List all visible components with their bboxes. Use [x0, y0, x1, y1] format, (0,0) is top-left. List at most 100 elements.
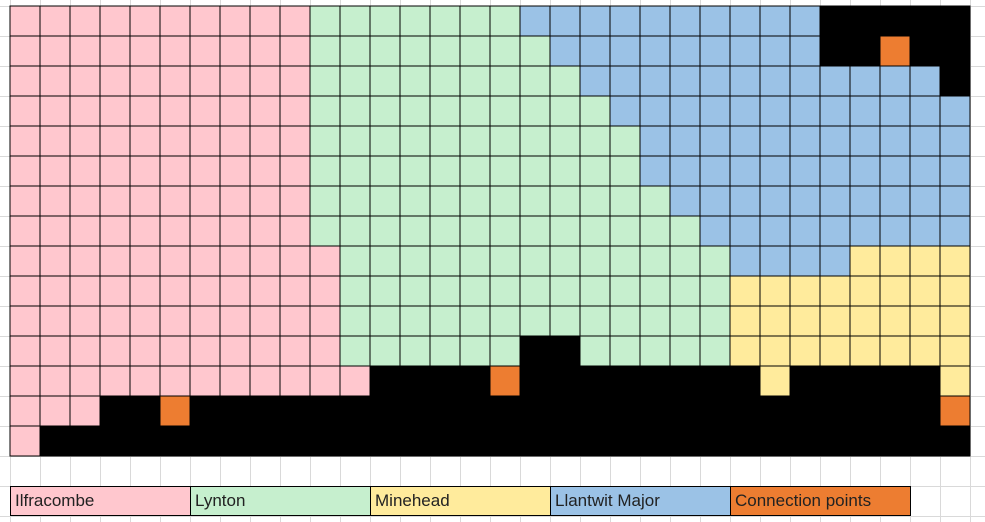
cell [489, 155, 521, 187]
cell [399, 185, 431, 217]
cell [129, 395, 161, 427]
cell [669, 305, 701, 337]
cell [819, 275, 851, 307]
cell [759, 95, 791, 127]
cell [429, 95, 461, 127]
cell [819, 335, 851, 367]
cell [249, 395, 281, 427]
cell [669, 125, 701, 157]
cell [639, 425, 671, 457]
cell [189, 95, 221, 127]
cell [99, 35, 131, 67]
cell [639, 395, 671, 427]
cell [9, 185, 41, 217]
cell [459, 245, 491, 277]
cell [189, 335, 221, 367]
cell [159, 215, 191, 247]
cell [369, 95, 401, 127]
cell [369, 155, 401, 187]
cell [639, 95, 671, 127]
cell [939, 215, 971, 247]
cell [729, 155, 761, 187]
cell [249, 275, 281, 307]
cell [909, 305, 941, 337]
cell [219, 215, 251, 247]
cell [279, 125, 311, 157]
cell [879, 305, 911, 337]
cell [879, 215, 911, 247]
cell [699, 425, 731, 457]
cell [939, 335, 971, 367]
cell [99, 65, 131, 97]
cell [729, 95, 761, 127]
cell [39, 35, 71, 67]
cell [129, 65, 161, 97]
cell [39, 245, 71, 277]
cell [849, 305, 881, 337]
cell [609, 245, 641, 277]
cell [489, 185, 521, 217]
cell [339, 35, 371, 67]
cell [579, 245, 611, 277]
cell [489, 125, 521, 157]
cell [369, 365, 401, 397]
cell [819, 5, 851, 37]
cell [759, 155, 791, 187]
cell [579, 185, 611, 217]
cell [699, 335, 731, 367]
cell [909, 425, 941, 457]
cell [309, 65, 341, 97]
cell [39, 395, 71, 427]
cell [519, 35, 551, 67]
cell [249, 155, 281, 187]
cell [339, 65, 371, 97]
cell [219, 245, 251, 277]
cell [699, 245, 731, 277]
cell [789, 125, 821, 157]
cell [699, 395, 731, 427]
cell [819, 95, 851, 127]
cell [69, 425, 101, 457]
cell [759, 215, 791, 247]
cell [579, 125, 611, 157]
cell [909, 245, 941, 277]
cell [339, 395, 371, 427]
cell [459, 185, 491, 217]
cell [939, 5, 971, 37]
cell [609, 395, 641, 427]
cell [9, 275, 41, 307]
cell [519, 365, 551, 397]
cell [609, 275, 641, 307]
cell [279, 305, 311, 337]
cell [519, 125, 551, 157]
cell [639, 185, 671, 217]
cell [129, 5, 161, 37]
cell [99, 5, 131, 37]
cell [759, 335, 791, 367]
cell [99, 395, 131, 427]
cell [309, 215, 341, 247]
cell [459, 425, 491, 457]
cell [729, 215, 761, 247]
cell [369, 425, 401, 457]
legend-item: Llantwit Major [550, 486, 731, 516]
cell [699, 125, 731, 157]
cell [669, 95, 701, 127]
cell [99, 365, 131, 397]
cell [519, 275, 551, 307]
cell [159, 125, 191, 157]
cell [309, 5, 341, 37]
cell [399, 305, 431, 337]
cell [69, 305, 101, 337]
cell [339, 125, 371, 157]
cell [939, 275, 971, 307]
cell [519, 215, 551, 247]
cell [189, 305, 221, 337]
cell [789, 95, 821, 127]
cell [219, 425, 251, 457]
cell [789, 365, 821, 397]
cell [129, 185, 161, 217]
cell [579, 215, 611, 247]
cell [69, 275, 101, 307]
cell [609, 335, 641, 367]
